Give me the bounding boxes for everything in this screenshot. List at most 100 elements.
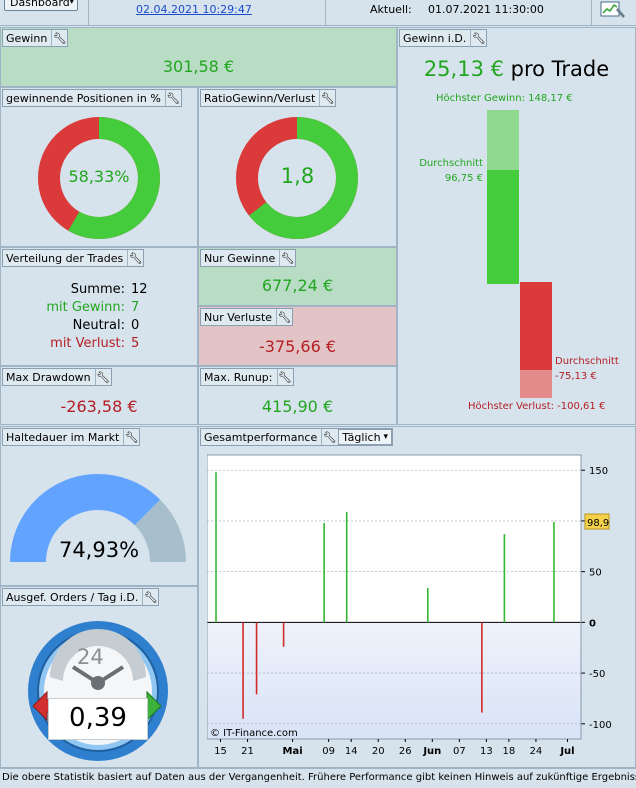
row-value: 12 [131,282,148,297]
y-tick-label: 150 [589,466,608,477]
clock-number: 24 [77,645,104,669]
only-losses-value: -375,66 € [258,337,337,356]
chevron-down-icon: ▾ [69,0,74,7]
wrench-icon[interactable]: 🔧︎ [279,250,295,266]
y-tick-label: 50 [589,568,602,579]
distribution-panel: Verteilung der Trades 🔧︎ Summe: 12 mit G… [0,247,198,366]
wrench-icon[interactable]: 🔧︎ [276,309,292,325]
clock-icon [28,621,168,761]
only-gains-panel: Nur Gewinne 🔧︎ 677,24 € [198,247,397,306]
panel-header: Verteilung der Trades 🔧︎ [2,249,145,267]
gewinn-id-panel: Gewinn i.D. 🔧︎ 25,13 € pro Trade Höchste… [397,27,636,425]
panel-header: RatioGewinn/Verlust 🔧︎ [200,89,337,107]
distribution-row-neutral: Neutral: 0 [1,317,151,335]
row-value: 0 [131,318,140,333]
wrench-icon[interactable]: 🔧︎ [51,30,67,46]
y-tick-label: -100 [589,720,612,731]
wrench-icon[interactable]: 🔧︎ [276,369,292,385]
only-gains-title: Nur Gewinne [204,251,276,265]
separator [88,0,89,26]
ratio-panel: RatioGewinn/Verlust 🔧︎ 1,8 [198,87,397,247]
chart-settings-icon[interactable] [600,0,628,20]
plot-border [207,454,582,740]
panel-header: Haltedauer im Markt 🔧︎ [2,428,141,446]
x-tick-label: 09 [322,746,335,757]
wrench-icon[interactable]: 🔧︎ [319,90,335,106]
orders-value: 0,39 [69,703,127,733]
wrench-icon[interactable]: 🔧︎ [127,250,143,266]
x-tick-label: 07 [453,746,466,757]
x-tick-label: 13 [480,746,493,757]
row-value: 5 [131,336,140,351]
ratio-value: 1,8 [280,164,315,188]
wrench-icon[interactable]: 🔧︎ [123,429,139,445]
avg-loss-label-line2: -75,13 € [555,371,597,382]
gain-bar-avg [487,170,519,284]
y-tick-label: 0 [589,618,596,629]
top-bar: Dashboard ▾ 02.04.2021 10:29:47 Aktuell:… [0,0,636,26]
wrench-icon[interactable]: 🔧︎ [94,369,111,385]
max-gain-label: Höchster Gewinn: 148,17 € [436,93,573,104]
holding-title: Haltedauer im Markt [6,430,120,444]
x-tick-label: 14 [345,746,358,757]
avg-loss-label: Durchschnitt -75,13 € [555,354,619,384]
avg-gain-label-line2: 96,75 € [444,173,483,184]
panel-header: Gewinn 🔧︎ [2,29,69,47]
panel-header: Max Drawdown 🔧︎ [2,368,112,386]
avg-gain-label: Durchschnitt 96,75 € [418,156,483,186]
current-date: 01.07.2021 11:30:00 [428,3,544,16]
last-value-label: 98,9 [587,518,609,529]
x-tick-label: 18 [503,746,516,757]
chevron-down-icon: ▾ [383,432,389,442]
from-date-link[interactable]: 02.04.2021 10:29:47 [136,3,252,16]
max-loss-label: Höchster Verlust: -100,61 € [468,401,606,412]
y-tick-label: -50 [589,669,605,680]
gewinn-value: 301,58 € [162,57,235,76]
plot-area-positive [207,455,581,623]
row-label: mit Verlust: [50,336,125,351]
row-label: Neutral: [72,318,125,333]
current-label: Aktuell: [370,3,412,16]
interval-dropdown[interactable]: Täglich ▾ [338,429,393,445]
avg-gain-label-line1: Durchschnitt [419,158,483,169]
copyright-label: © IT-Finance.com [210,728,298,739]
dashboard-label: Dashboard [10,0,70,9]
plot-area-negative [207,622,581,739]
panel-header: Gewinn i.D. 🔧︎ [399,29,488,47]
panel-header: Nur Verluste 🔧︎ [200,308,294,326]
wrench-icon[interactable]: 🔧︎ [321,429,337,445]
max-drawdown-value: -263,58 € [60,397,138,416]
panel-header: Nur Gewinne 🔧︎ [200,249,297,267]
row-label: mit Gewinn: [46,300,125,315]
wrench-icon[interactable]: 🔧︎ [164,90,181,106]
win-positions-donut [38,117,160,239]
holding-value: 74,93% [58,538,140,562]
wrench-icon[interactable]: 🔧︎ [470,30,486,46]
only-losses-panel: Nur Verluste 🔧︎ -375,66 € [198,306,397,366]
wrench-icon[interactable]: 🔧︎ [142,589,158,605]
holding-gauge [10,474,186,562]
gewinn-id-value: 25,13 € [423,57,504,81]
footer-disclaimer: Die obere Statistik basiert auf Daten au… [0,768,636,788]
distribution-row-gain: mit Gewinn: 7 [1,299,151,317]
x-tick-label: 21 [241,746,254,757]
holding-panel: Haltedauer im Markt 🔧︎ 74,93% [0,426,198,586]
win-positions-panel: gewinnende Positionen in % 🔧︎ 58,33% [0,87,198,247]
gewinn-id-headline: 25,13 € pro Trade [398,57,635,81]
row-label: Summe: [70,282,125,297]
x-tick-label: Jun [422,746,441,757]
dashboard-dropdown[interactable]: Dashboard ▾ [4,0,78,11]
distribution-rows: Summe: 12 mit Gewinn: 7 Neutral: 0 mit V… [1,281,151,353]
max-drawdown-panel: Max Drawdown 🔧︎ -263,58 € [0,366,198,425]
performance-title: Gesamtperformance [204,430,318,444]
max-runup-title: Max. Runup: [204,370,273,384]
avg-loss-label-line1: Durchschnitt [555,356,619,367]
row-value: 7 [131,300,140,315]
gain-bar-max [487,110,519,170]
x-tick-label: 24 [530,746,543,757]
panel-header: Max. Runup: 🔧︎ [200,368,294,386]
x-tick-label: Jul [559,746,574,757]
orders-title: Ausgef. Orders / Tag i.D. [6,590,139,604]
last-value-badge [584,513,610,530]
orders-value-box: 0,39 [48,698,148,740]
